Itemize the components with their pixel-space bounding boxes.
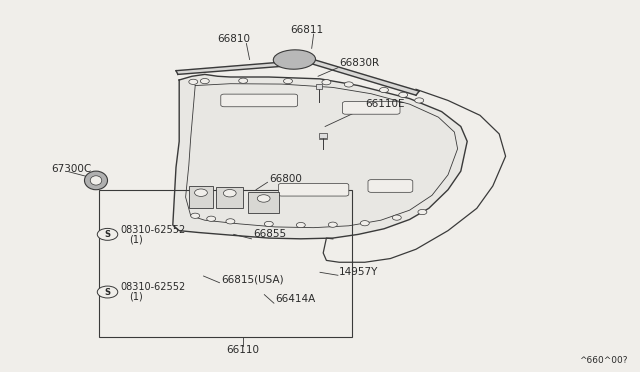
Circle shape [392, 215, 401, 220]
Circle shape [226, 219, 235, 224]
Bar [316, 84, 322, 89]
Text: 66414A: 66414A [275, 295, 316, 304]
Text: 66830R: 66830R [339, 58, 380, 68]
FancyBboxPatch shape [221, 94, 298, 107]
Text: (1): (1) [129, 234, 142, 244]
Polygon shape [176, 60, 419, 95]
Circle shape [97, 286, 118, 298]
Text: 14957Y: 14957Y [339, 267, 379, 276]
Circle shape [97, 228, 118, 240]
Circle shape [191, 213, 200, 218]
Bar [189, 186, 213, 208]
Bar [248, 192, 279, 213]
Circle shape [296, 222, 305, 228]
Bar [216, 187, 243, 208]
Circle shape [189, 79, 198, 84]
Circle shape [380, 87, 388, 93]
Bar [99, 190, 352, 337]
Text: 08310-62552: 08310-62552 [120, 225, 186, 234]
Ellipse shape [90, 176, 102, 185]
Bar [319, 133, 327, 138]
Text: 66815(USA): 66815(USA) [221, 274, 284, 284]
Circle shape [207, 216, 216, 221]
Text: S: S [104, 288, 111, 296]
FancyBboxPatch shape [278, 183, 349, 196]
Text: (1): (1) [129, 292, 142, 302]
Circle shape [239, 78, 248, 83]
Circle shape [322, 80, 331, 85]
Circle shape [328, 222, 337, 227]
Text: 67300C: 67300C [51, 164, 92, 174]
Circle shape [223, 189, 236, 197]
FancyBboxPatch shape [342, 102, 400, 114]
Text: 66811: 66811 [291, 25, 324, 35]
Text: 66810: 66810 [217, 34, 250, 44]
Circle shape [200, 78, 209, 84]
Circle shape [284, 78, 292, 84]
FancyBboxPatch shape [368, 180, 413, 192]
Text: S: S [104, 230, 111, 239]
Text: 66800: 66800 [269, 174, 301, 183]
Text: 66110E: 66110E [365, 99, 404, 109]
Ellipse shape [84, 171, 108, 190]
Circle shape [399, 92, 408, 97]
Circle shape [418, 209, 427, 215]
Text: 66855: 66855 [253, 230, 286, 239]
Polygon shape [173, 74, 467, 239]
Text: 66110: 66110 [227, 345, 260, 355]
Circle shape [264, 221, 273, 227]
Circle shape [344, 82, 353, 87]
Circle shape [257, 195, 270, 202]
Circle shape [195, 189, 207, 196]
Circle shape [360, 221, 369, 226]
Text: ^660^00?: ^660^00? [579, 356, 627, 365]
Ellipse shape [273, 50, 316, 69]
Circle shape [415, 98, 424, 103]
Text: 08310-62552: 08310-62552 [120, 282, 186, 292]
